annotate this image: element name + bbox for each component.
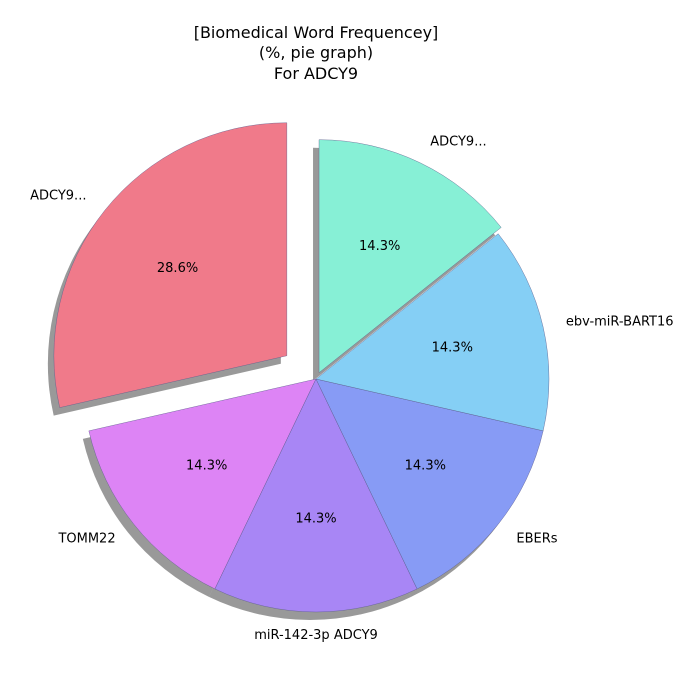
slice-label-3: EBERs [516,531,557,546]
pie-slice-4 [315,233,550,432]
slice-label-5: ADCY9... [430,134,486,149]
slice-percent-1: 14.3% [186,459,227,474]
title-line-1: [Biomedical Word Frequencey] [194,23,439,42]
pie-slice-1 [88,378,317,590]
pie-labels: ADCY9... 28.6% TOMM22 14.3% miR-142-3p ADCY9… [30,134,673,643]
slice-percent-5: 14.3% [359,239,400,254]
slice-percent-4: 14.3% [432,340,473,355]
pie-slice-3 [315,378,544,590]
slice-label-1: TOMM22 [57,531,115,546]
chart-title: [Biomedical Word Frequencey] (%, pie gra… [194,23,439,83]
title-line-3: For ADCY9 [274,64,358,83]
slice-label-4: ebv-miR-BART16 [566,314,674,329]
pie-slice-2 [214,378,418,613]
pie-slice-0 [53,122,288,408]
pie-slice-5 [318,139,502,374]
slice-percent-2: 14.3% [295,511,336,526]
slice-label-0: ADCY9... [30,188,86,203]
title-line-2: (%, pie graph) [259,43,373,62]
slice-label-2: miR-142-3p ADCY9 [254,628,378,643]
pie-slices [53,122,550,613]
slice-percent-0: 28.6% [157,261,198,276]
slice-percent-3: 14.3% [405,459,446,474]
